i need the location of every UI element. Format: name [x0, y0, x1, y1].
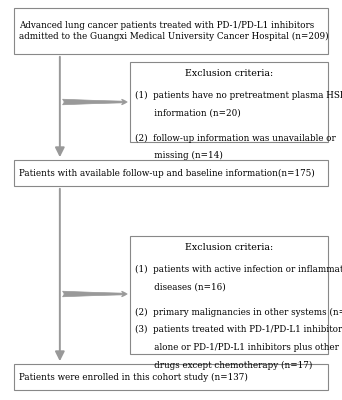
Text: Patients with available follow-up and baseline information(n=175): Patients with available follow-up and ba…: [19, 168, 315, 178]
Text: (2)  follow-up information was unavailable or: (2) follow-up information was unavailabl…: [135, 134, 336, 143]
Text: (3)  patients treated with PD-1/PD-L1 inhibitors: (3) patients treated with PD-1/PD-L1 inh…: [135, 325, 342, 334]
Text: missing (n=14): missing (n=14): [135, 151, 223, 160]
FancyBboxPatch shape: [130, 236, 328, 354]
Text: diseases (n=16): diseases (n=16): [135, 282, 226, 292]
Text: (1)  patients with active infection or inflammatory: (1) patients with active infection or in…: [135, 265, 342, 274]
Text: Patients were enrolled in this cohort study (n=137): Patients were enrolled in this cohort st…: [19, 372, 248, 382]
Text: (1)  patients have no pretreatment plasma HSP90α: (1) patients have no pretreatment plasma…: [135, 91, 342, 100]
FancyBboxPatch shape: [14, 160, 328, 186]
Text: Advanced lung cancer patients treated with PD-1/PD-L1 inhibitors
admitted to the: Advanced lung cancer patients treated wi…: [19, 20, 328, 42]
Text: drugs except chemotherapy (n=17): drugs except chemotherapy (n=17): [135, 360, 313, 370]
Text: Exclusion criteria:: Exclusion criteria:: [185, 243, 273, 252]
Text: information (n=20): information (n=20): [135, 108, 241, 118]
Text: alone or PD-1/PD-L1 inhibitors plus other: alone or PD-1/PD-L1 inhibitors plus othe…: [135, 343, 339, 352]
Text: Exclusion criteria:: Exclusion criteria:: [185, 69, 273, 78]
FancyBboxPatch shape: [14, 8, 328, 54]
FancyBboxPatch shape: [14, 364, 328, 390]
FancyBboxPatch shape: [130, 62, 328, 142]
Text: (2)  primary malignancies in other systems (n=5): (2) primary malignancies in other system…: [135, 308, 342, 317]
